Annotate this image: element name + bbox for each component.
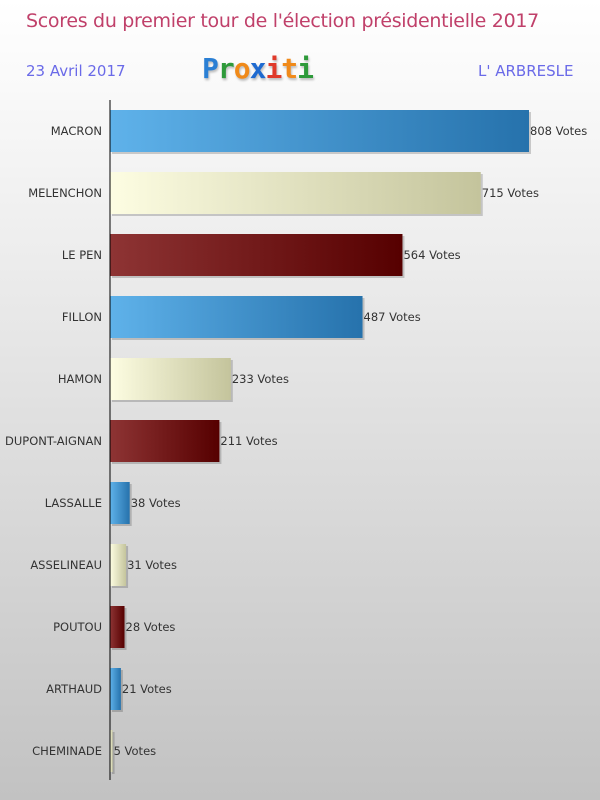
bar-lassalle — [110, 482, 130, 524]
value-label: 38 Votes — [131, 496, 181, 510]
value-label: 5 Votes — [114, 744, 157, 758]
proxiti-logo: Proxiti — [202, 52, 314, 85]
category-label: MACRON — [51, 124, 102, 138]
value-label: 487 Votes — [364, 310, 421, 324]
bar-cheminade — [110, 730, 113, 772]
commune-name: L' ARBRESLE — [478, 62, 574, 80]
bar-poutou — [110, 606, 125, 648]
value-label: 715 Votes — [482, 186, 539, 200]
category-label: ARTHAUD — [46, 682, 102, 696]
category-label: HAMON — [58, 372, 102, 386]
category-label: FILLON — [62, 310, 102, 324]
category-label: ASSELINEAU — [30, 558, 102, 572]
value-label: 211 Votes — [220, 434, 277, 448]
bar-le pen — [110, 234, 403, 276]
category-label: DUPONT-AIGNAN — [5, 434, 102, 448]
value-label: 21 Votes — [122, 682, 172, 696]
bar-asselineau — [110, 544, 127, 586]
bar-macron — [110, 110, 529, 152]
bar-arthaud — [110, 668, 121, 710]
value-label: 233 Votes — [232, 372, 289, 386]
category-label: CHEMINADE — [32, 744, 102, 758]
value-label: 28 Votes — [126, 620, 176, 634]
category-label: LASSALLE — [45, 496, 102, 510]
bar-hamon — [110, 358, 231, 400]
category-label: MELENCHON — [28, 186, 102, 200]
bar-fillon — [110, 296, 363, 338]
bar-dupont-aignan — [110, 420, 220, 462]
category-label: POUTOU — [53, 620, 102, 634]
value-label: 564 Votes — [403, 248, 460, 262]
bar-shadow — [112, 732, 115, 774]
category-label: LE PEN — [62, 248, 102, 262]
value-label: 808 Votes — [530, 124, 587, 138]
bar-melenchon — [110, 172, 481, 214]
election-date: 23 Avril 2017 — [26, 62, 126, 80]
chart-title: Scores du premier tour de l'élection pré… — [26, 10, 539, 32]
value-label: 31 Votes — [127, 558, 177, 572]
